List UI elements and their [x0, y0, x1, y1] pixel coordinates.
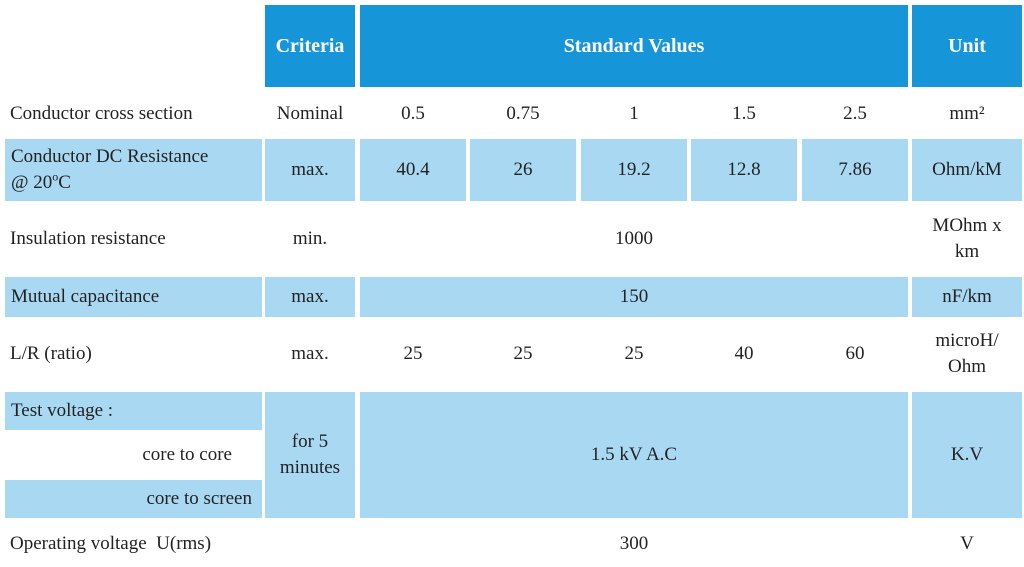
value-text: 25 — [624, 343, 644, 364]
criteria-text: for 5 minutes — [280, 429, 340, 481]
unit-line: MOhm x — [932, 215, 1002, 236]
row-test-voltage-value: 1.5 kV A.C — [360, 392, 908, 518]
unit-text: Ohm/kM — [932, 159, 1002, 180]
row-cross-section-value: 2.5 — [802, 94, 908, 134]
row-dc-resistance-criteria: max. — [265, 139, 355, 201]
row-label-text: core to screen — [146, 488, 253, 509]
unit-text: mm² — [949, 103, 985, 124]
unit-line: microH/ — [935, 330, 999, 351]
row-capacitance-value: 150 — [360, 277, 908, 317]
criteria-text: max. — [291, 286, 329, 307]
value-text: 300 — [619, 533, 649, 554]
unit-text: nF/km — [942, 286, 992, 307]
criteria-text: max. — [291, 159, 329, 180]
row-label-text: L/R (ratio) — [10, 343, 92, 364]
value-text: 1 — [629, 103, 639, 124]
header-standard-values: Standard Values — [360, 5, 908, 87]
value-text: 40 — [734, 343, 754, 364]
row-cross-section-criteria: Nominal — [265, 94, 355, 134]
value-text: 1000 — [615, 228, 653, 249]
row-lr-ratio-value: 25 — [581, 322, 687, 386]
row-operating-label: Operating voltage U(rms) — [0, 524, 262, 564]
row-insulation-unit: MOhm x km — [912, 208, 1022, 270]
row-insulation-value: 1000 — [360, 208, 908, 270]
label-text: C — [58, 172, 71, 193]
row-insulation-criteria: min. — [265, 208, 355, 270]
degree-superscript: o — [52, 169, 59, 184]
label-line: @ 20oC — [11, 170, 208, 196]
value-text: 1.5 kV A.C — [590, 444, 678, 465]
criteria-text: max. — [291, 343, 329, 364]
value-text: 25 — [513, 343, 533, 364]
row-test-voltage-sub2: core to screen — [5, 480, 262, 518]
row-cross-section-value: 1.5 — [691, 94, 797, 134]
row-operating-value: 300 — [360, 524, 908, 564]
header-criteria-label: Criteria — [275, 35, 345, 57]
criteria-text: min. — [292, 228, 328, 249]
header-standard-values-label: Standard Values — [563, 35, 705, 57]
value-text: 2.5 — [843, 103, 867, 124]
row-dc-resistance-value: 40.4 — [360, 139, 466, 201]
row-label-text: Conductor cross section — [10, 103, 193, 124]
header-criteria: Criteria — [265, 5, 355, 87]
criteria-text: Nominal — [276, 103, 344, 124]
value-text: 19.2 — [617, 159, 651, 180]
row-label-text: Mutual capacitance — [11, 286, 160, 307]
row-lr-ratio-criteria: max. — [265, 322, 355, 386]
row-cross-section-value: 0.5 — [360, 94, 466, 134]
row-capacitance-criteria: max. — [265, 277, 355, 317]
value-text: 150 — [619, 286, 649, 307]
row-dc-resistance-label: Conductor DC Resistance @ 20oC — [5, 139, 262, 201]
value-text: 0.75 — [506, 103, 540, 124]
row-test-voltage-label: Test voltage : — [5, 392, 262, 430]
unit-text: MOhm x km — [932, 213, 1001, 265]
row-capacitance-label: Mutual capacitance — [5, 277, 262, 317]
unit-text: microH/ Ohm — [935, 328, 998, 380]
row-test-voltage-criteria: for 5 minutes — [265, 392, 355, 518]
row-lr-ratio-value: 25 — [470, 322, 576, 386]
value-text: 25 — [403, 343, 423, 364]
value-text: 12.8 — [727, 159, 761, 180]
row-dc-resistance-value: 12.8 — [691, 139, 797, 201]
row-label-text: Insulation resistance — [10, 228, 166, 249]
unit-line: Ohm — [947, 356, 986, 377]
unit-text: V — [960, 533, 974, 554]
row-dc-resistance-value: 7.86 — [802, 139, 908, 201]
criteria-line: for 5 — [291, 431, 329, 452]
row-dc-resistance-value: 26 — [470, 139, 576, 201]
row-cross-section-label: Conductor cross section — [0, 94, 262, 134]
value-text: 1.5 — [732, 103, 756, 124]
row-label-text: Operating voltage U(rms) — [10, 533, 212, 554]
value-text: 0.5 — [401, 103, 425, 124]
unit-text: K.V — [950, 444, 984, 465]
row-test-voltage-unit: K.V — [912, 392, 1022, 518]
unit-line: km — [954, 241, 980, 262]
row-operating-unit: V — [912, 524, 1022, 564]
row-label-text: core to core — [142, 444, 232, 465]
label-line: Conductor DC Resistance — [11, 146, 209, 167]
row-lr-ratio-unit: microH/ Ohm — [912, 322, 1022, 386]
row-label-text: Conductor DC Resistance @ 20oC — [11, 144, 208, 196]
row-cross-section-unit: mm² — [912, 94, 1022, 134]
row-label-text: Test voltage : — [11, 400, 114, 421]
row-test-voltage-sub1: core to core — [5, 434, 262, 476]
row-cross-section-value: 0.75 — [470, 94, 576, 134]
row-lr-ratio-label: L/R (ratio) — [0, 322, 262, 386]
value-text: 7.86 — [838, 159, 872, 180]
value-text: 40.4 — [396, 159, 430, 180]
row-dc-resistance-value: 19.2 — [581, 139, 687, 201]
label-text: @ 20 — [11, 172, 53, 193]
row-lr-ratio-value: 25 — [360, 322, 466, 386]
criteria-line: minutes — [279, 457, 341, 478]
value-text: 26 — [513, 159, 533, 180]
row-cross-section-value: 1 — [581, 94, 687, 134]
row-lr-ratio-value: 40 — [691, 322, 797, 386]
row-lr-ratio-value: 60 — [802, 322, 908, 386]
value-text: 60 — [845, 343, 865, 364]
row-capacitance-unit: nF/km — [912, 277, 1022, 317]
header-unit-label: Unit — [948, 35, 986, 57]
row-insulation-label: Insulation resistance — [0, 208, 262, 270]
header-unit: Unit — [912, 5, 1022, 87]
row-dc-resistance-unit: Ohm/kM — [912, 139, 1022, 201]
